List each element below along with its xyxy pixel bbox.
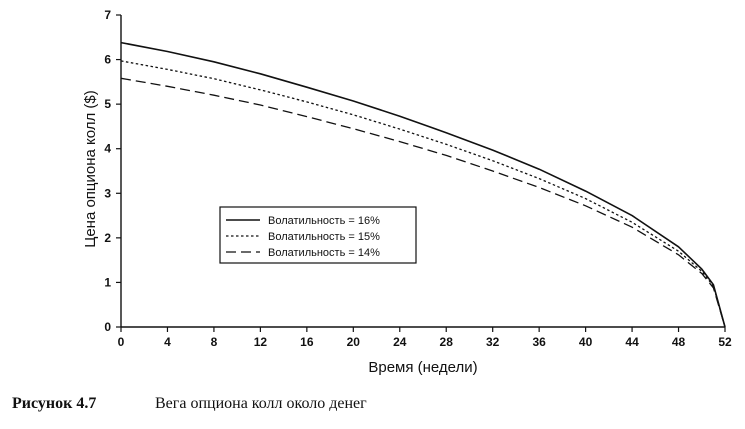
series-line-1 <box>120 41 726 328</box>
figure-caption: Рисунок 4.7 Вега опциона колл около денег <box>12 395 367 413</box>
x-tick-label: 24 <box>393 335 407 349</box>
x-tick-label: 52 <box>718 335 732 349</box>
y-tick-label: 6 <box>104 53 111 67</box>
x-tick-label: 12 <box>254 335 268 349</box>
y-tick-label: 7 <box>104 8 111 22</box>
series-line-3 <box>120 77 726 328</box>
legend: Волатильность = 16% Волатильность = 15% Во… <box>219 206 417 264</box>
y-tick-label: 0 <box>104 320 111 334</box>
y-tick-label: 4 <box>104 142 111 156</box>
y-tick-label: 5 <box>104 97 111 111</box>
legend-label: Волатильность = 16% <box>268 215 380 227</box>
x-tick-label: 20 <box>347 335 361 349</box>
y-tick-label: 1 <box>104 275 111 289</box>
x-tick-label: 44 <box>625 335 639 349</box>
figure-number: Рисунок 4.7 <box>12 395 97 412</box>
x-axis-title: Время (недели) <box>368 359 477 376</box>
series-line-2 <box>120 60 726 328</box>
y-tick-label: 3 <box>104 186 111 200</box>
legend-label: Волатильность = 14% <box>268 247 380 259</box>
x-tick-label: 32 <box>486 335 500 349</box>
x-tick-label: 8 <box>211 335 218 349</box>
series-layer <box>120 41 726 328</box>
y-axis-title: Цена опциона колл ($) <box>82 90 99 248</box>
x-tick-label: 28 <box>440 335 454 349</box>
legend-box <box>219 206 417 264</box>
y-tick-label: 2 <box>104 231 111 245</box>
x-tick-label: 40 <box>579 335 593 349</box>
legend-label: Волатильность = 15% <box>268 231 380 243</box>
x-tick-label: 4 <box>164 335 171 349</box>
figure-caption-text: Вега опциона колл около денег <box>155 395 367 412</box>
x-tick-label: 48 <box>672 335 686 349</box>
x-tick-label: 16 <box>300 335 314 349</box>
x-tick-label: 36 <box>532 335 546 349</box>
x-tick-label: 0 <box>118 335 125 349</box>
